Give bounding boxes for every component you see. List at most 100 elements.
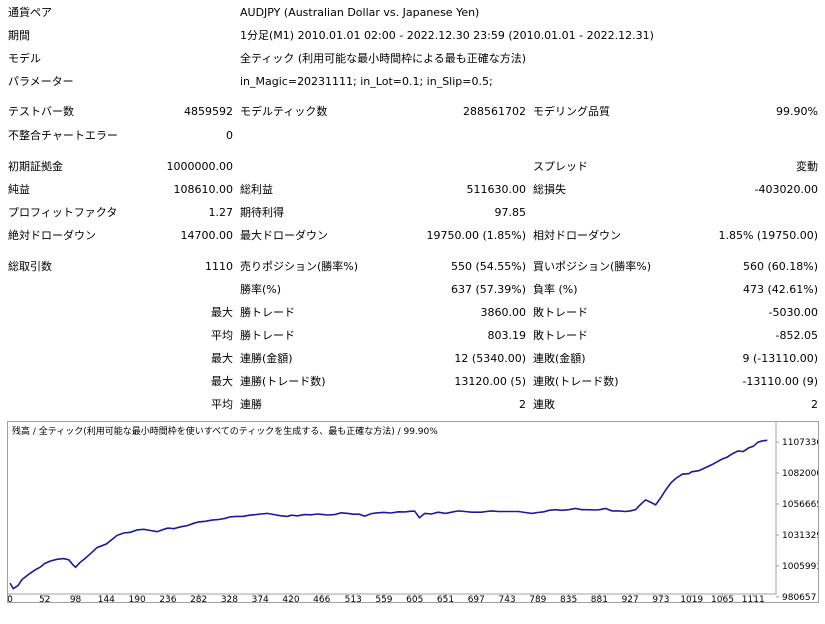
avg-consecutive-losses-value: 2	[811, 398, 818, 411]
max-label: 最大	[211, 352, 233, 365]
x-tick-label: 0	[8, 595, 13, 602]
short-positions-value: 550 (54.55%)	[450, 260, 526, 273]
y-tick-label: 1031329	[782, 531, 818, 541]
avg-label: 平均	[211, 329, 233, 342]
x-tick-label: 789	[529, 595, 546, 602]
loss-rate-label: 負率 (%)	[533, 283, 578, 296]
max-label: 最大	[211, 375, 233, 388]
largest-win-label: 勝トレード	[240, 306, 295, 319]
period-label: 期間	[8, 29, 30, 42]
long-positions-value: 560 (60.18%)	[742, 260, 818, 273]
x-tick-label: 1019	[680, 595, 703, 602]
x-tick-label: 144	[98, 595, 115, 602]
x-tick-label: 282	[190, 595, 207, 602]
balance-chart: 残高 / 全ティック(利用可能な最小時間枠を使いすべてのティックを生成する、最も…	[7, 421, 819, 603]
win-rate-value: 637 (57.39%)	[450, 283, 526, 296]
deposit-value: 1000000.00	[166, 160, 233, 173]
x-tick-label: 98	[70, 595, 82, 602]
max-consecutive-profit-label: 連勝(トレード数)	[240, 375, 326, 388]
x-tick-label: 52	[39, 595, 50, 602]
abs-drawdown-label: 絶対ドローダウン	[8, 229, 96, 242]
profit-factor-label: プロフィットファクタ	[8, 206, 118, 219]
short-positions-label: 売りポジション(勝率%)	[240, 260, 359, 273]
max-consecutive-loss-value: -13110.00 (9)	[742, 375, 818, 388]
expected-payoff-label: 期待利得	[240, 206, 284, 219]
symbol-value: AUDJPY (Australian Dollar vs. Japanese Y…	[240, 6, 480, 19]
mismatch-value: 0	[226, 129, 233, 142]
plot-axes	[8, 422, 777, 595]
loss-rate-value: 473 (42.61%)	[742, 283, 818, 296]
max-consecutive-loss-label: 連敗(トレード数)	[533, 375, 619, 388]
x-tick-label: 835	[560, 595, 577, 602]
x-tick-label: 420	[282, 595, 299, 602]
rel-drawdown-value: 1.85% (19750.00)	[718, 229, 818, 242]
x-tick-label: 651	[437, 595, 454, 602]
chart-title: 残高 / 全ティック(利用可能な最小時間枠を使いすべてのティックを生成する、最も…	[12, 425, 438, 437]
y-tick-label: 1082000	[782, 469, 818, 479]
quality-label: モデリング品質	[533, 105, 610, 118]
max-consecutive-losses-label: 連敗(金額)	[533, 352, 586, 365]
net-profit-label: 純益	[8, 183, 30, 196]
x-tick-label: 374	[252, 595, 269, 602]
avg-consecutive-wins-label: 連勝	[240, 398, 262, 411]
avg-label: 平均	[211, 398, 233, 411]
x-tick-label: 328	[221, 595, 238, 602]
ticks-value: 288561702	[463, 105, 526, 118]
max-drawdown-value: 19750.00 (1.85%)	[426, 229, 526, 242]
y-tick-label: 980657	[782, 593, 816, 602]
bars-value: 4859592	[184, 105, 233, 118]
gross-profit-value: 511630.00	[466, 183, 527, 196]
x-tick-label: 559	[375, 595, 392, 602]
ticks-label: モデルティック数	[240, 105, 328, 118]
largest-loss-label: 敗トレード	[533, 306, 588, 319]
win-rate-label: 勝率(%)	[240, 283, 282, 296]
net-profit-value: 108610.00	[173, 183, 234, 196]
quality-value: 99.90%	[776, 105, 818, 118]
profit-factor-value: 1.27	[208, 206, 234, 219]
x-tick-label: 927	[622, 595, 639, 602]
abs-drawdown-value: 14700.00	[180, 229, 234, 242]
max-consecutive-wins-label: 連勝(金額)	[240, 352, 293, 365]
y-tick-label: 1107336	[782, 438, 818, 448]
y-tick-label: 1056665	[782, 500, 818, 510]
long-positions-label: 買いポジション(勝率%)	[533, 260, 652, 273]
gross-profit-label: 総利益	[240, 183, 273, 196]
avg-win-label: 勝トレード	[240, 329, 295, 342]
x-tick-label: 466	[313, 595, 330, 602]
avg-consecutive-wins-value: 2	[519, 398, 526, 411]
largest-win-value: 3860.00	[480, 306, 527, 319]
x-tick-label: 743	[498, 595, 515, 602]
spread-value: 変動	[796, 160, 818, 173]
x-tick-label: 236	[159, 595, 176, 602]
x-tick-label: 881	[591, 595, 608, 602]
max-drawdown-label: 最大ドローダウン	[240, 229, 328, 242]
model-value: 全ティック (利用可能な最小時間枠による最も正確な方法)	[240, 52, 527, 65]
max-consecutive-wins-value: 12 (5340.00)	[454, 352, 526, 365]
x-tick-label: 190	[129, 595, 146, 602]
symbol-label: 通貨ペア	[8, 6, 52, 19]
total-trades-label: 総取引数	[8, 260, 52, 273]
avg-loss-value: -852.05	[775, 329, 818, 342]
x-tick-label: 973	[652, 595, 669, 602]
x-tick-label: 605	[406, 595, 423, 602]
deposit-label: 初期証拠金	[8, 160, 63, 173]
x-tick-label: 513	[345, 595, 362, 602]
x-tick-label: 1065	[711, 595, 734, 602]
max-consecutive-losses-value: 9 (-13110.00)	[742, 352, 818, 365]
max-consecutive-profit-value: 13120.00 (5)	[454, 375, 526, 388]
rel-drawdown-label: 相対ドローダウン	[533, 229, 621, 242]
gross-loss-value: -403020.00	[754, 183, 818, 196]
avg-win-value: 803.19	[487, 329, 527, 342]
largest-loss-value: -5030.00	[768, 306, 818, 319]
x-tick-label: 697	[468, 595, 485, 602]
total-trades-value: 1110	[205, 260, 233, 273]
bars-label: テストバー数	[8, 105, 74, 118]
avg-consecutive-losses-label: 連敗	[533, 398, 555, 411]
x-tick-label: 1111	[742, 595, 765, 602]
y-tick-label: 1005993	[782, 562, 818, 572]
params-label: パラメーター	[8, 75, 74, 88]
spread-label: スプレッド	[533, 160, 588, 173]
params-value: in_Magic=20231111; in_Lot=0.1; in_Slip=0…	[240, 75, 493, 88]
expected-payoff-value: 97.85	[494, 206, 527, 219]
gross-loss-label: 総損失	[533, 183, 566, 196]
